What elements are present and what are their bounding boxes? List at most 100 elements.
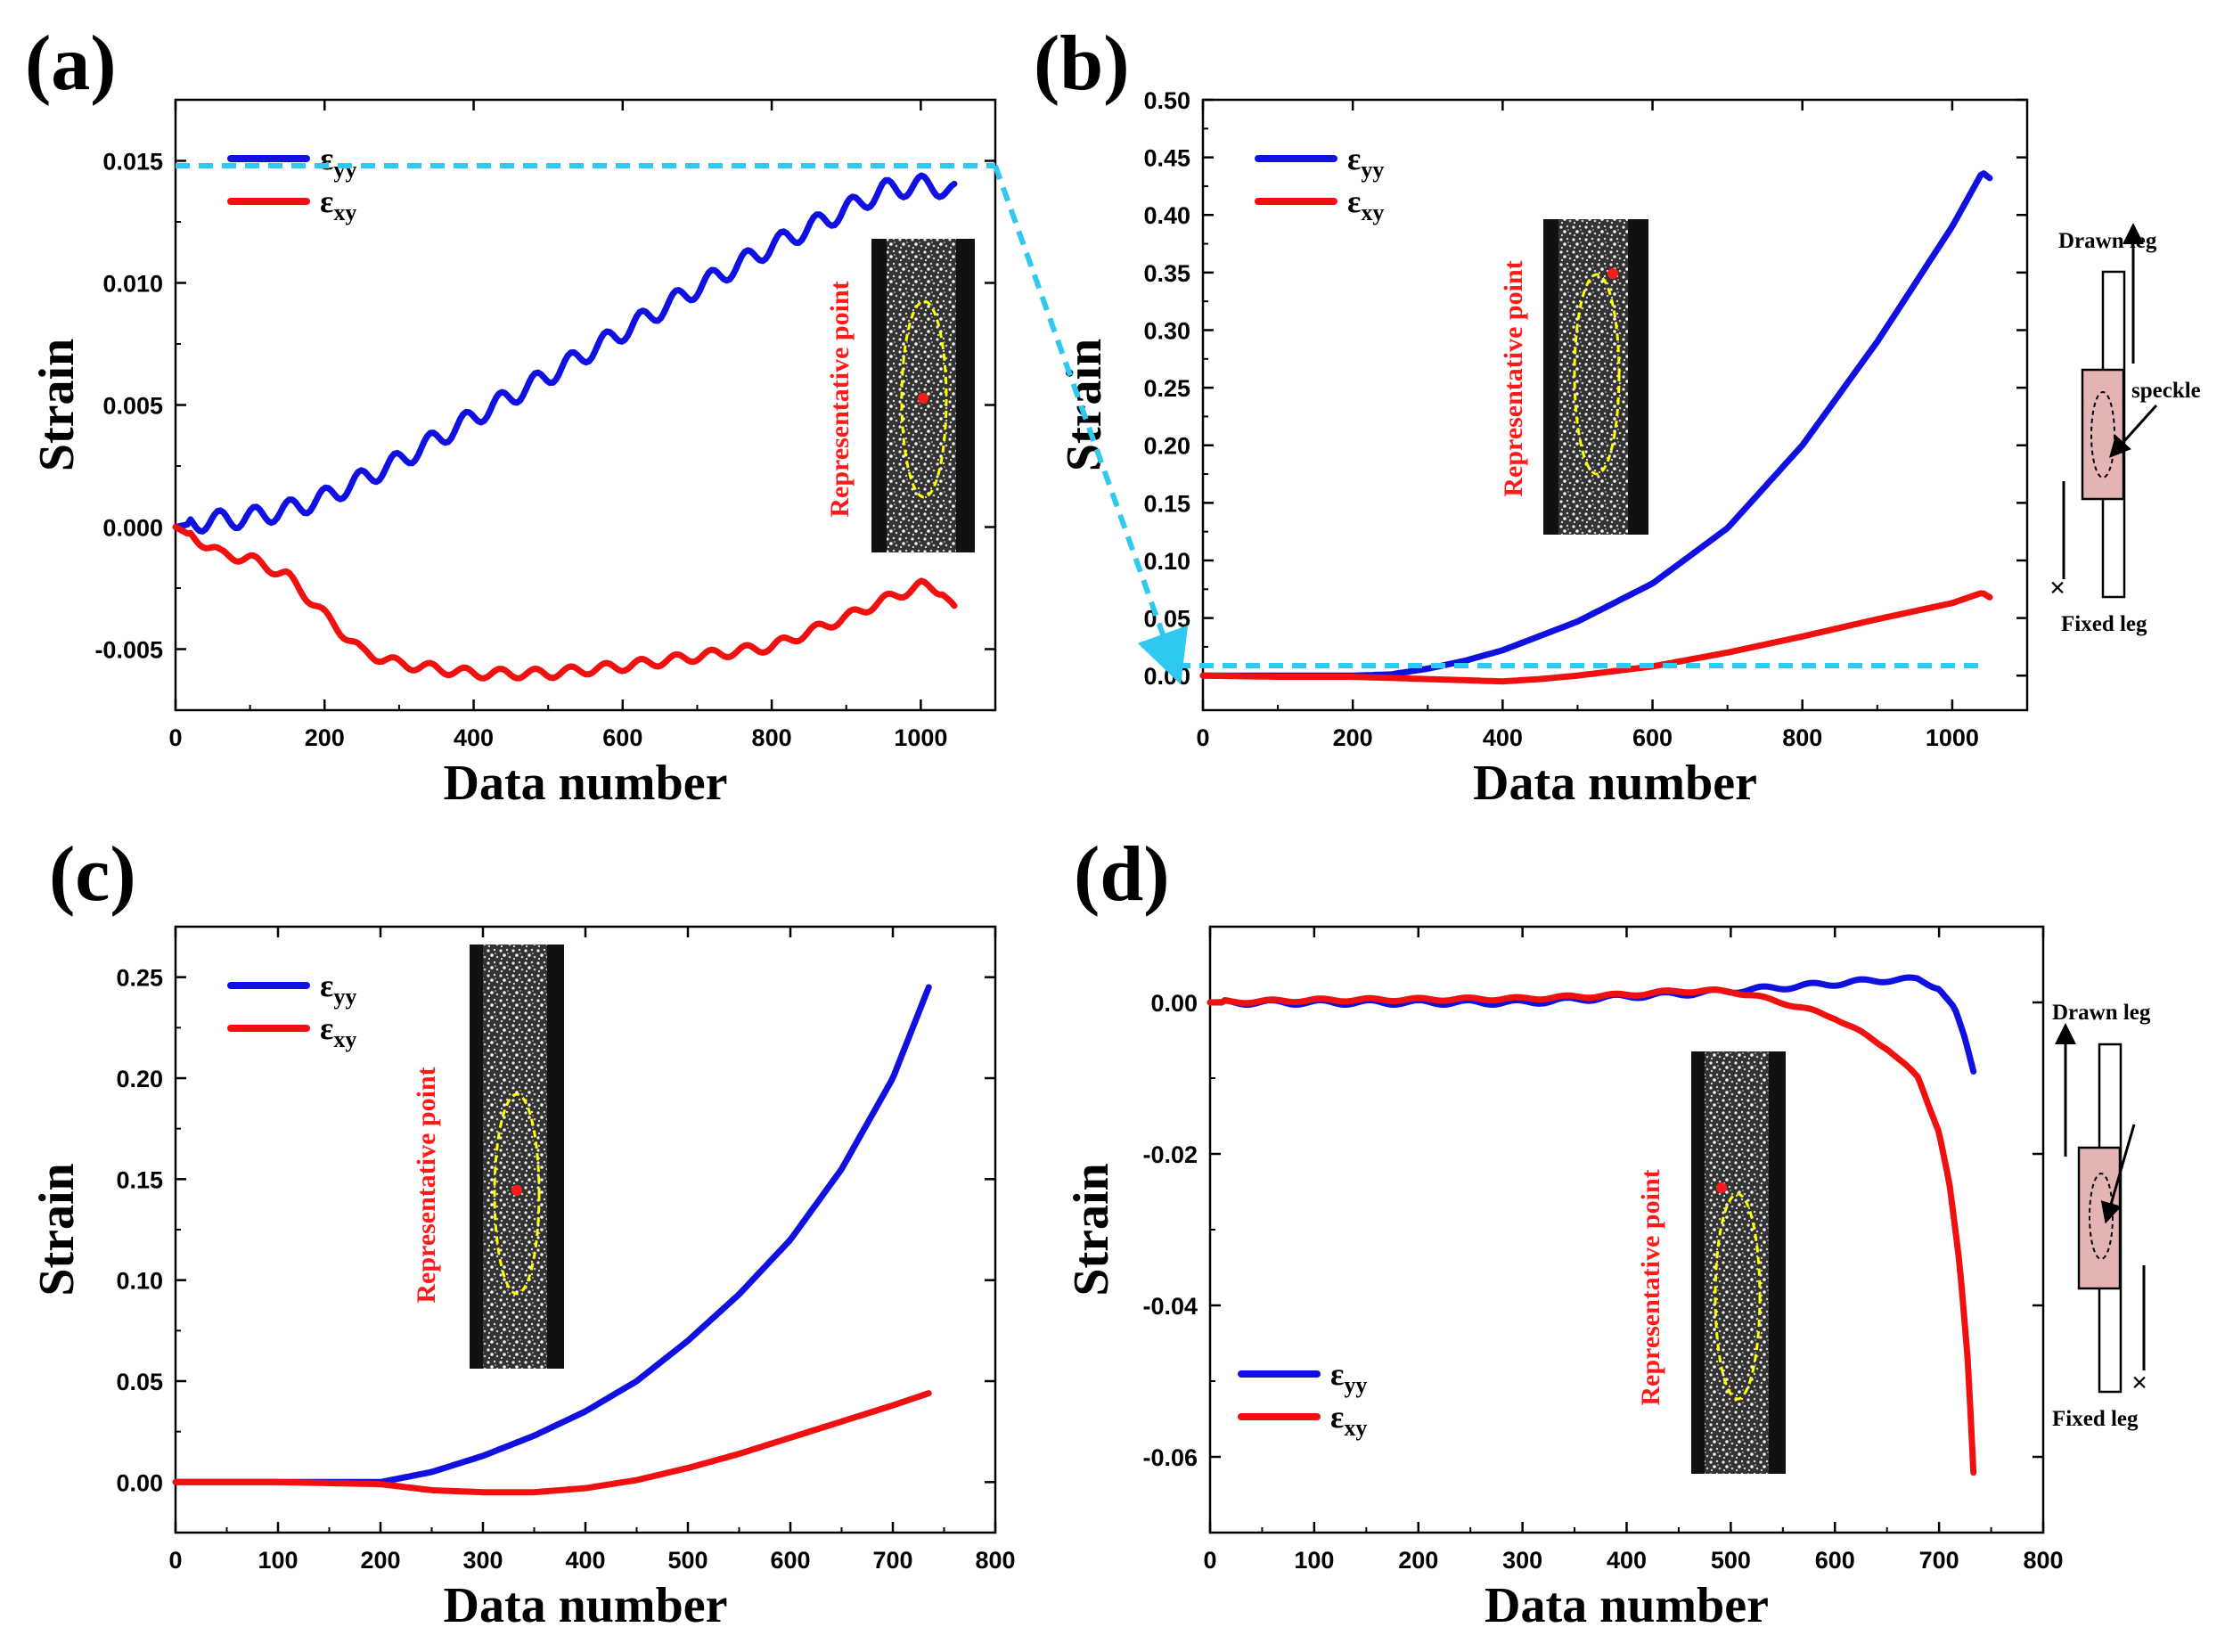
x-tick-label: 200 <box>1398 1547 1438 1574</box>
legend-entry: εyy <box>320 968 356 1010</box>
series-line-exy <box>172 524 958 682</box>
plot-frame <box>1208 925 2045 1534</box>
y-tick-label: 0.000 <box>102 515 163 542</box>
x-tick-label: 600 <box>1815 1547 1855 1574</box>
x-tick-label: 500 <box>667 1547 708 1574</box>
x-axis-title: Data number <box>444 1578 728 1633</box>
y-axis-title: Strain <box>29 1163 85 1296</box>
representative-point-marker-c <box>511 1185 522 1196</box>
x-tick-label: 800 <box>752 724 792 751</box>
x-tick-label: 400 <box>1607 1547 1647 1574</box>
x-tick-label: 200 <box>1333 724 1373 751</box>
specimen-diagram-top: Drawn leg speckle × Fixed leg <box>2049 223 2201 636</box>
fixed-leg-cross-top: × <box>2049 571 2065 603</box>
y-tick-label: -0.02 <box>1142 1141 1198 1168</box>
plot-frame <box>174 925 997 1534</box>
y-tick-label: 0.10 <box>116 1268 163 1295</box>
legend-entry: εxy <box>1347 184 1384 225</box>
fixed-leg-label-top: Fixed leg <box>2061 612 2147 636</box>
y-tick-label: 0.00 <box>116 1469 163 1496</box>
drawn-leg-label-top: Drawn leg <box>2058 229 2157 253</box>
panel-label-d: (d) <box>1074 831 1170 918</box>
y-tick-label: 0.15 <box>1143 490 1190 517</box>
inset-image-d <box>1691 1051 1786 1474</box>
inset-label-d: Representative point <box>1636 1169 1665 1405</box>
x-tick-label: 800 <box>1782 724 1822 751</box>
x-tick-label: 0 <box>1196 724 1209 751</box>
y-tick-label: 0.10 <box>1143 548 1190 575</box>
fixed-leg-label-bottom: Fixed leg <box>2052 1407 2139 1431</box>
x-axis-title: Data number <box>1485 1578 1769 1633</box>
y-tick-label: -0.04 <box>1142 1293 1198 1320</box>
chart-b: 0 200 400 600 800 10000.000.050.100.150.200.2… <box>1057 87 2029 811</box>
y-axis-title: Strain <box>1057 339 1112 471</box>
x-tick-label: 1000 <box>1926 724 1979 751</box>
y-tick-label: 0.15 <box>116 1166 163 1193</box>
panel-label-a: (a) <box>25 20 117 107</box>
y-tick-label: 0.45 <box>1143 145 1190 172</box>
x-tick-label: 300 <box>462 1547 503 1574</box>
inset-label-a: Representative point <box>825 281 855 517</box>
inset-image-a <box>871 239 975 552</box>
legend-entry: εxy <box>320 1010 356 1052</box>
x-axis-title: Data number <box>444 756 728 811</box>
x-tick-label: 600 <box>602 724 642 751</box>
x-tick-label: 100 <box>258 1547 298 1574</box>
y-axis-title: Strain <box>29 339 85 471</box>
panel-label-c: (c) <box>49 831 136 918</box>
speckle-label: speckle <box>2131 379 2201 403</box>
x-tick-label: 0 <box>168 724 182 751</box>
y-tick-label: 0.20 <box>1143 433 1190 460</box>
x-tick-label: 1000 <box>894 724 947 751</box>
legend-entry: εyy <box>1330 1356 1367 1398</box>
x-tick-label: 800 <box>2023 1547 2063 1574</box>
chart-d: 0 100 200 300 400 500 600 700 800 -0.06 -0.04 -0.02… <box>1064 925 2064 1633</box>
x-tick-label: 700 <box>1919 1547 1959 1574</box>
series-line-exy <box>1199 590 1993 685</box>
y-tick-label: 0.015 <box>102 149 163 176</box>
y-tick-label: 0.00 <box>1150 990 1198 1017</box>
series-line-exy <box>172 1390 932 1496</box>
specimen-diagram-bottom: Drawn leg × Fixed leg <box>2052 1001 2151 1431</box>
zoom-connector <box>176 163 1983 685</box>
y-tick-label: 0.25 <box>1143 375 1190 402</box>
x-tick-label: 200 <box>360 1547 400 1574</box>
y-tick-label: 0.50 <box>1143 87 1190 114</box>
inset-label-c: Representative point <box>412 1067 441 1303</box>
y-tick-label: -0.06 <box>1142 1444 1198 1471</box>
x-tick-label: 300 <box>1502 1547 1542 1574</box>
y-axis-title: Strain <box>1064 1163 1119 1296</box>
x-tick-label: 200 <box>305 724 345 751</box>
x-tick-label: 0 <box>1203 1547 1216 1574</box>
y-tick-label: 0.05 <box>116 1369 163 1395</box>
representative-point-marker-d <box>1716 1182 1727 1193</box>
x-tick-label: 0 <box>168 1547 182 1574</box>
x-tick-label: 800 <box>975 1547 1015 1574</box>
x-axis-title: Data number <box>1473 756 1757 811</box>
x-tick-label: 100 <box>1294 1547 1334 1574</box>
chart-a: 0 200 400 600 800 1000 -0.005 0.000 0.005 0.010 0.… <box>29 98 997 811</box>
y-tick-label: 0.30 <box>1143 317 1190 344</box>
x-tick-label: 600 <box>1632 724 1673 751</box>
y-tick-label: 0.25 <box>116 965 163 992</box>
y-tick-label: 0.40 <box>1143 202 1190 229</box>
y-tick-label: -0.005 <box>94 637 163 664</box>
y-tick-label: 0.005 <box>102 393 163 420</box>
x-tick-label: 400 <box>454 724 494 751</box>
representative-point-marker-a <box>918 393 928 404</box>
x-tick-label: 500 <box>1711 1547 1751 1574</box>
x-tick-label: 400 <box>565 1547 605 1574</box>
series-line-exy <box>1206 986 1977 1476</box>
y-tick-label: 0.010 <box>102 271 163 298</box>
series-line-eyy <box>1206 974 1977 1075</box>
x-tick-label: 400 <box>1483 724 1523 751</box>
chart-c: 0 100 200 300 400 500 600 700 800 0.00 0.05 0.10 0.1… <box>29 925 1016 1633</box>
x-tick-label: 700 <box>872 1547 912 1574</box>
inset-image-c <box>470 945 564 1369</box>
legend-entry: εyy <box>1347 141 1384 183</box>
inset-image-b <box>1543 219 1648 535</box>
plot-frame <box>1201 98 2029 712</box>
y-tick-label: 0.20 <box>116 1066 163 1092</box>
y-tick-label: 0.35 <box>1143 260 1190 287</box>
